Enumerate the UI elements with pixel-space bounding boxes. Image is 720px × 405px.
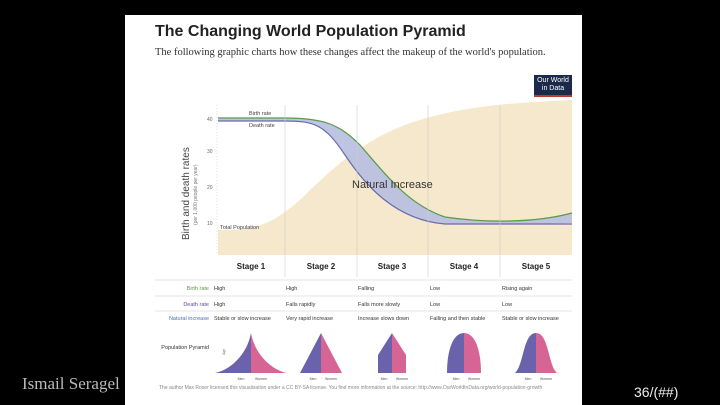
cell: High	[286, 286, 297, 292]
stage-label: Stage 2	[307, 262, 336, 271]
owid-logo: Our World in Data	[534, 75, 572, 97]
row-label-death: Death rate	[183, 302, 209, 308]
pyramid-stage-5	[515, 333, 557, 373]
stage-label: Stage 1	[237, 262, 266, 271]
pyramid-stage-1	[215, 333, 287, 373]
men-label: Men	[310, 377, 317, 381]
birth-rate-label: Birth rate	[249, 111, 271, 117]
total-population-label: Total Population	[220, 225, 259, 231]
demographic-transition-chart: 40 30 20 10 Birth and death rates (per 1…	[155, 100, 573, 381]
cell: Stable or slow increase	[214, 316, 271, 322]
men-label: Men	[525, 377, 532, 381]
cell: Low	[502, 302, 512, 308]
stage-label: Stage 4	[450, 262, 479, 271]
pyramid-stage-3	[378, 333, 406, 373]
death-rate-line	[218, 120, 572, 225]
cell: Increase slows down	[358, 316, 409, 322]
ytick: 30	[207, 149, 213, 155]
pyramid-stage-2	[300, 333, 342, 373]
women-label: Women	[325, 377, 337, 381]
ytick: 10	[207, 221, 213, 227]
ytick: 20	[207, 185, 213, 191]
total-population-area	[218, 100, 572, 255]
cell: Falling	[358, 286, 374, 292]
cell: Stable or slow increase	[502, 316, 559, 322]
cell: Low	[430, 286, 440, 292]
pyramid-row-label: Population Pyramid	[161, 345, 209, 351]
women-label: Women	[396, 377, 408, 381]
cell: Falls more slowly	[358, 302, 400, 308]
y-axis-label: Birth and death rates	[181, 147, 192, 240]
cell: Rising again	[502, 286, 532, 292]
stage-label: Stage 5	[522, 262, 551, 271]
women-label: Women	[540, 377, 552, 381]
age-axis-label: Age	[222, 349, 226, 355]
stage-label: Stage 3	[378, 262, 407, 271]
natural-increase-area	[218, 118, 572, 224]
image-subtitle: The following graphic charts how these c…	[155, 47, 546, 58]
page-number: 36/(##)	[634, 384, 679, 400]
cell: High	[214, 286, 225, 292]
row-label-natural: Natural increase	[169, 316, 209, 322]
men-label: Men	[453, 377, 460, 381]
women-label: Women	[255, 377, 267, 381]
cell: Falling and then stable	[430, 316, 485, 322]
ytick: 40	[207, 117, 213, 123]
birth-rate-line	[218, 117, 573, 222]
cell: Low	[430, 302, 440, 308]
death-rate-label: Death rate	[249, 123, 275, 129]
cell: High	[214, 302, 225, 308]
cell: Falls rapidly	[286, 302, 316, 308]
image-title: The Changing World Population Pyramid	[155, 23, 466, 40]
women-label: Women	[468, 377, 480, 381]
presenter-name: Ismail Seragel	[22, 374, 120, 393]
slide-image: The Changing World Population Pyramid Th…	[125, 15, 582, 405]
natural-increase-label: Natural Increase	[352, 179, 433, 191]
pyramid-stage-4	[447, 333, 481, 373]
row-label-birth: Birth rate	[187, 286, 209, 292]
source-credit: The author Max Roser licensed this visua…	[159, 385, 543, 391]
cell: Very rapid increase	[286, 316, 333, 322]
men-label: Men	[381, 377, 388, 381]
men-label: Men	[238, 377, 245, 381]
y-axis-sublabel: (per 1,000 people per year)	[193, 164, 199, 225]
